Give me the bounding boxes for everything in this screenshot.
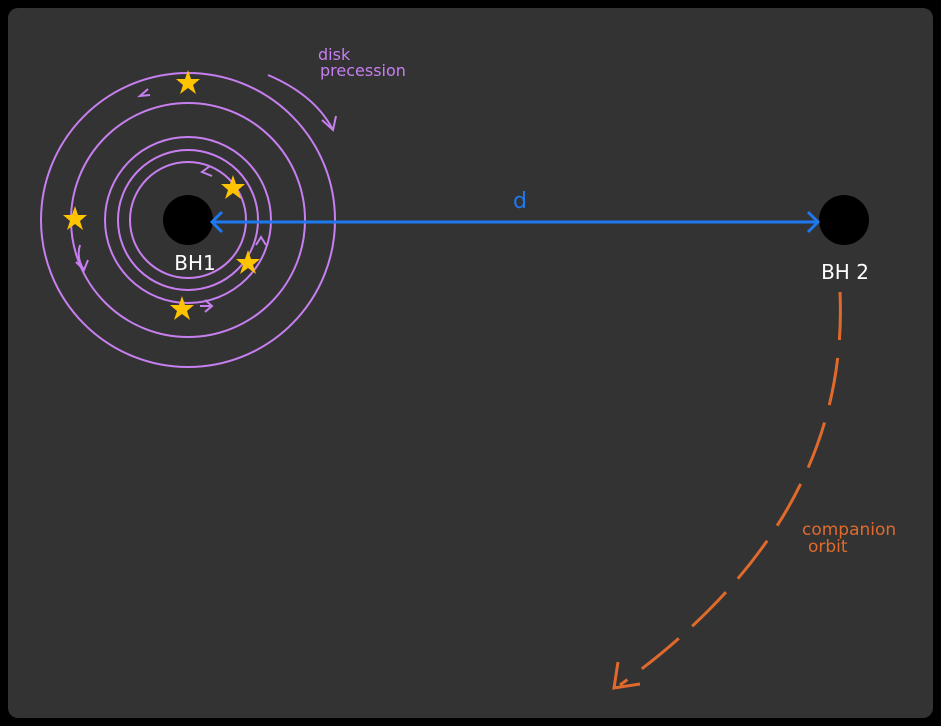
ring [104, 136, 272, 304]
orbit-arrow [200, 299, 214, 313]
background [8, 8, 933, 718]
star [176, 70, 200, 94]
bh1-label: BH1 [174, 251, 215, 275]
orbit-arrow [136, 88, 151, 98]
distance-arrow [209, 210, 821, 234]
orbit-arrow [255, 235, 267, 246]
orbit-arrow-head [612, 661, 641, 690]
label-line: orbit [808, 537, 848, 557]
ring [117, 149, 259, 291]
precession-label: disk precession [318, 45, 406, 80]
star [221, 175, 245, 199]
arrow-head [806, 210, 821, 234]
label-line: precession [320, 61, 406, 80]
companion-orbit-path [619, 291, 842, 687]
label-line: companion [802, 520, 896, 540]
bh2-label: BH 2 [821, 260, 869, 284]
black-hole-1 [163, 195, 213, 245]
star [170, 296, 194, 320]
label-line: disk [318, 45, 351, 64]
arrow-head [209, 210, 224, 234]
precession-arrow [267, 74, 337, 132]
orbit-arrow [199, 165, 213, 177]
star [236, 250, 260, 274]
star [63, 206, 87, 230]
ring [129, 161, 247, 279]
distance-label: d [513, 189, 527, 214]
black-hole-2 [819, 195, 869, 245]
orbit-arrow [75, 244, 89, 272]
stars [63, 70, 260, 320]
companion-label: companion orbit [802, 520, 902, 557]
